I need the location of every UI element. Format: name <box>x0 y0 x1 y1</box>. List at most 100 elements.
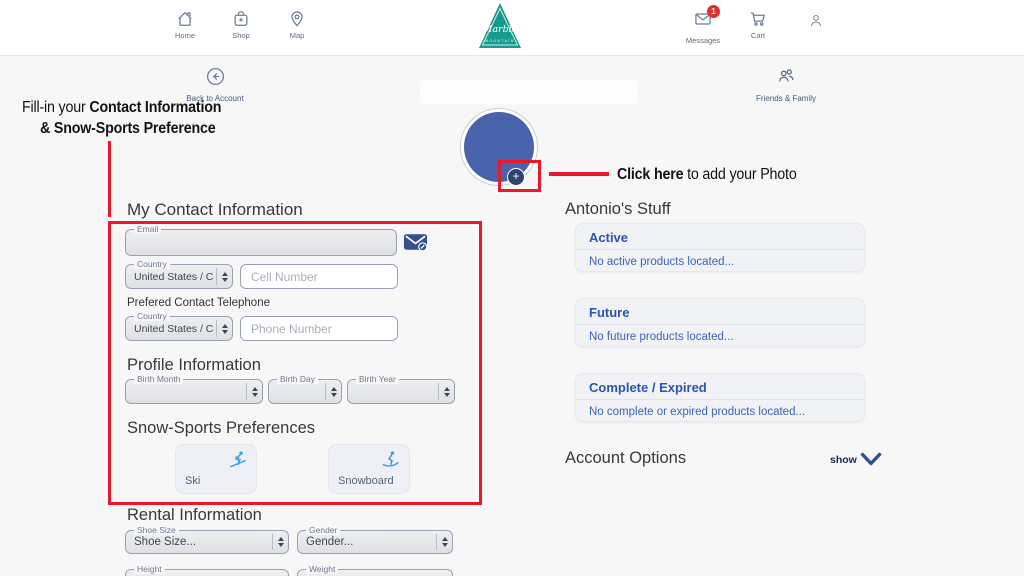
active-card-message: No active products located... <box>589 256 735 268</box>
form-highlight-box <box>108 221 482 505</box>
nav-map-label: Map <box>289 31 305 40</box>
nav-cart[interactable]: Cart <box>730 9 786 40</box>
weight-label: Weight <box>306 565 339 574</box>
snowboard-icon <box>382 451 399 467</box>
future-products-card[interactable]: Future No future products located... <box>575 298 865 347</box>
nav-messages[interactable]: 1 Messages <box>675 5 731 45</box>
nav-home[interactable]: Home <box>157 9 213 40</box>
account-options-show-toggle[interactable]: show <box>830 452 882 467</box>
messages-icon <box>695 13 711 25</box>
country-select-label: Country <box>134 260 170 269</box>
shoe-size-select[interactable]: Shoe Size Shoe Size... <box>125 526 289 554</box>
map-icon <box>291 11 303 27</box>
preferred-country-select-label: Country <box>134 312 170 321</box>
weight-select[interactable]: Weight <box>297 565 453 576</box>
birth-year-label: Birth Year <box>356 375 399 384</box>
ski-option-label: Ski <box>185 475 201 487</box>
nav-messages-label: Messages <box>685 36 721 45</box>
country-select[interactable]: Country United States / Cana <box>125 260 233 289</box>
nav-cart-label: Cart <box>750 31 766 40</box>
stepper-icon <box>325 383 341 400</box>
cell-number-field[interactable] <box>240 264 398 289</box>
ski-option-card[interactable]: Ski <box>175 444 257 494</box>
cell-number-input[interactable] <box>241 265 397 288</box>
svg-text:MOUNTAIN: MOUNTAIN <box>485 39 515 43</box>
birth-day-label: Birth Day <box>277 375 318 384</box>
logo-triangle-icon: Marble MOUNTAIN <box>479 3 521 48</box>
birth-day-select[interactable]: Birth Day <box>268 375 342 404</box>
email-field-label: Email <box>134 225 162 234</box>
nav-account[interactable] <box>788 12 844 30</box>
add-photo-button[interactable]: + <box>507 168 525 186</box>
complete-expired-card[interactable]: Complete / Expired No complete or expire… <box>575 373 865 422</box>
click-here-annotation: Click here to add your Photo <box>617 166 797 183</box>
stepper-icon <box>436 534 452 550</box>
email-field[interactable]: Email <box>125 225 397 256</box>
preferred-country-select-value: United States / Cana <box>134 322 214 335</box>
account-icon <box>810 15 822 27</box>
country-select-value: United States / Cana <box>134 270 214 283</box>
height-select[interactable]: Height <box>125 565 289 576</box>
annotation-horizontal-line <box>549 172 609 176</box>
instruction-line1: Fill-in your Contact Information <box>22 99 222 116</box>
nav-shop[interactable]: Shop <box>213 9 269 40</box>
complete-card-message: No complete or expired products located.… <box>589 406 806 418</box>
birth-month-label: Birth Month <box>134 375 184 384</box>
active-products-card[interactable]: Active No active products located... <box>575 223 865 272</box>
stepper-icon <box>246 383 262 400</box>
nav-home-label: Home <box>174 31 195 40</box>
cart-icon <box>750 12 766 26</box>
complete-card-title: Complete / Expired <box>576 374 864 400</box>
ski-icon <box>230 451 246 468</box>
svg-text:Marble: Marble <box>482 24 518 35</box>
marble-mountain-logo[interactable]: Marble MOUNTAIN <box>477 2 523 50</box>
gender-value: Gender... <box>306 536 354 548</box>
home-icon <box>178 11 192 26</box>
nav-shop-label: Shop <box>232 31 250 40</box>
email-input[interactable] <box>126 230 396 255</box>
birth-month-select[interactable]: Birth Month <box>125 375 263 404</box>
snow-sports-title: Snow-Sports Preferences <box>127 419 316 437</box>
friends-family-label: Friends & Family <box>755 94 816 103</box>
stepper-icon <box>438 383 454 400</box>
contact-section-title: My Contact Information <box>127 200 303 219</box>
chevron-down-icon <box>860 452 882 466</box>
back-to-account-label: Back to Account <box>186 94 244 103</box>
gender-label: Gender <box>306 526 341 535</box>
snowboard-option-card[interactable]: Snowboard <box>328 444 410 494</box>
stepper-icon <box>216 320 232 337</box>
add-photo-highlight-box <box>498 160 541 192</box>
shoe-size-value: Shoe Size... <box>134 536 197 548</box>
future-card-title: Future <box>576 299 864 325</box>
snowboard-option-label: Snowboard <box>338 475 394 487</box>
email-edit-icon[interactable] <box>403 231 428 253</box>
stuff-section-title: Antonio's Stuff <box>565 200 671 218</box>
redacted-name-box <box>420 80 638 104</box>
annotation-vertical-line <box>108 141 111 217</box>
account-options-title: Account Options <box>565 449 687 467</box>
shop-icon <box>234 11 248 26</box>
nav-map[interactable]: Map <box>269 9 325 40</box>
profile-info-title: Profile Information <box>127 356 261 374</box>
phone-number-input[interactable] <box>241 317 397 340</box>
shoe-size-label: Shoe Size <box>134 526 179 535</box>
friends-family-button[interactable]: Friends & Family <box>751 66 821 103</box>
preferred-country-select[interactable]: Country United States / Cana <box>125 312 233 341</box>
back-arrow-icon <box>206 67 224 86</box>
gender-select[interactable]: Gender Gender... <box>297 526 453 554</box>
birth-year-select[interactable]: Birth Year <box>347 375 455 404</box>
stepper-icon <box>216 268 232 285</box>
instruction-line2: & Snow-Sports Preference <box>40 120 216 137</box>
top-navigation-bar: Home Shop Map Marble MOUNTAIN <box>0 0 1024 56</box>
phone-number-field[interactable] <box>240 316 398 341</box>
messages-badge: 1 <box>707 5 720 18</box>
friends-family-icon <box>779 69 794 82</box>
future-card-message: No future products located... <box>589 331 734 343</box>
rental-info-title: Rental Information <box>127 506 262 524</box>
preferred-telephone-label: Prefered Contact Telephone <box>127 297 270 309</box>
show-label: show <box>830 453 857 466</box>
back-to-account-button[interactable]: Back to Account <box>180 66 250 103</box>
active-card-title: Active <box>576 224 864 250</box>
height-label: Height <box>134 565 165 574</box>
